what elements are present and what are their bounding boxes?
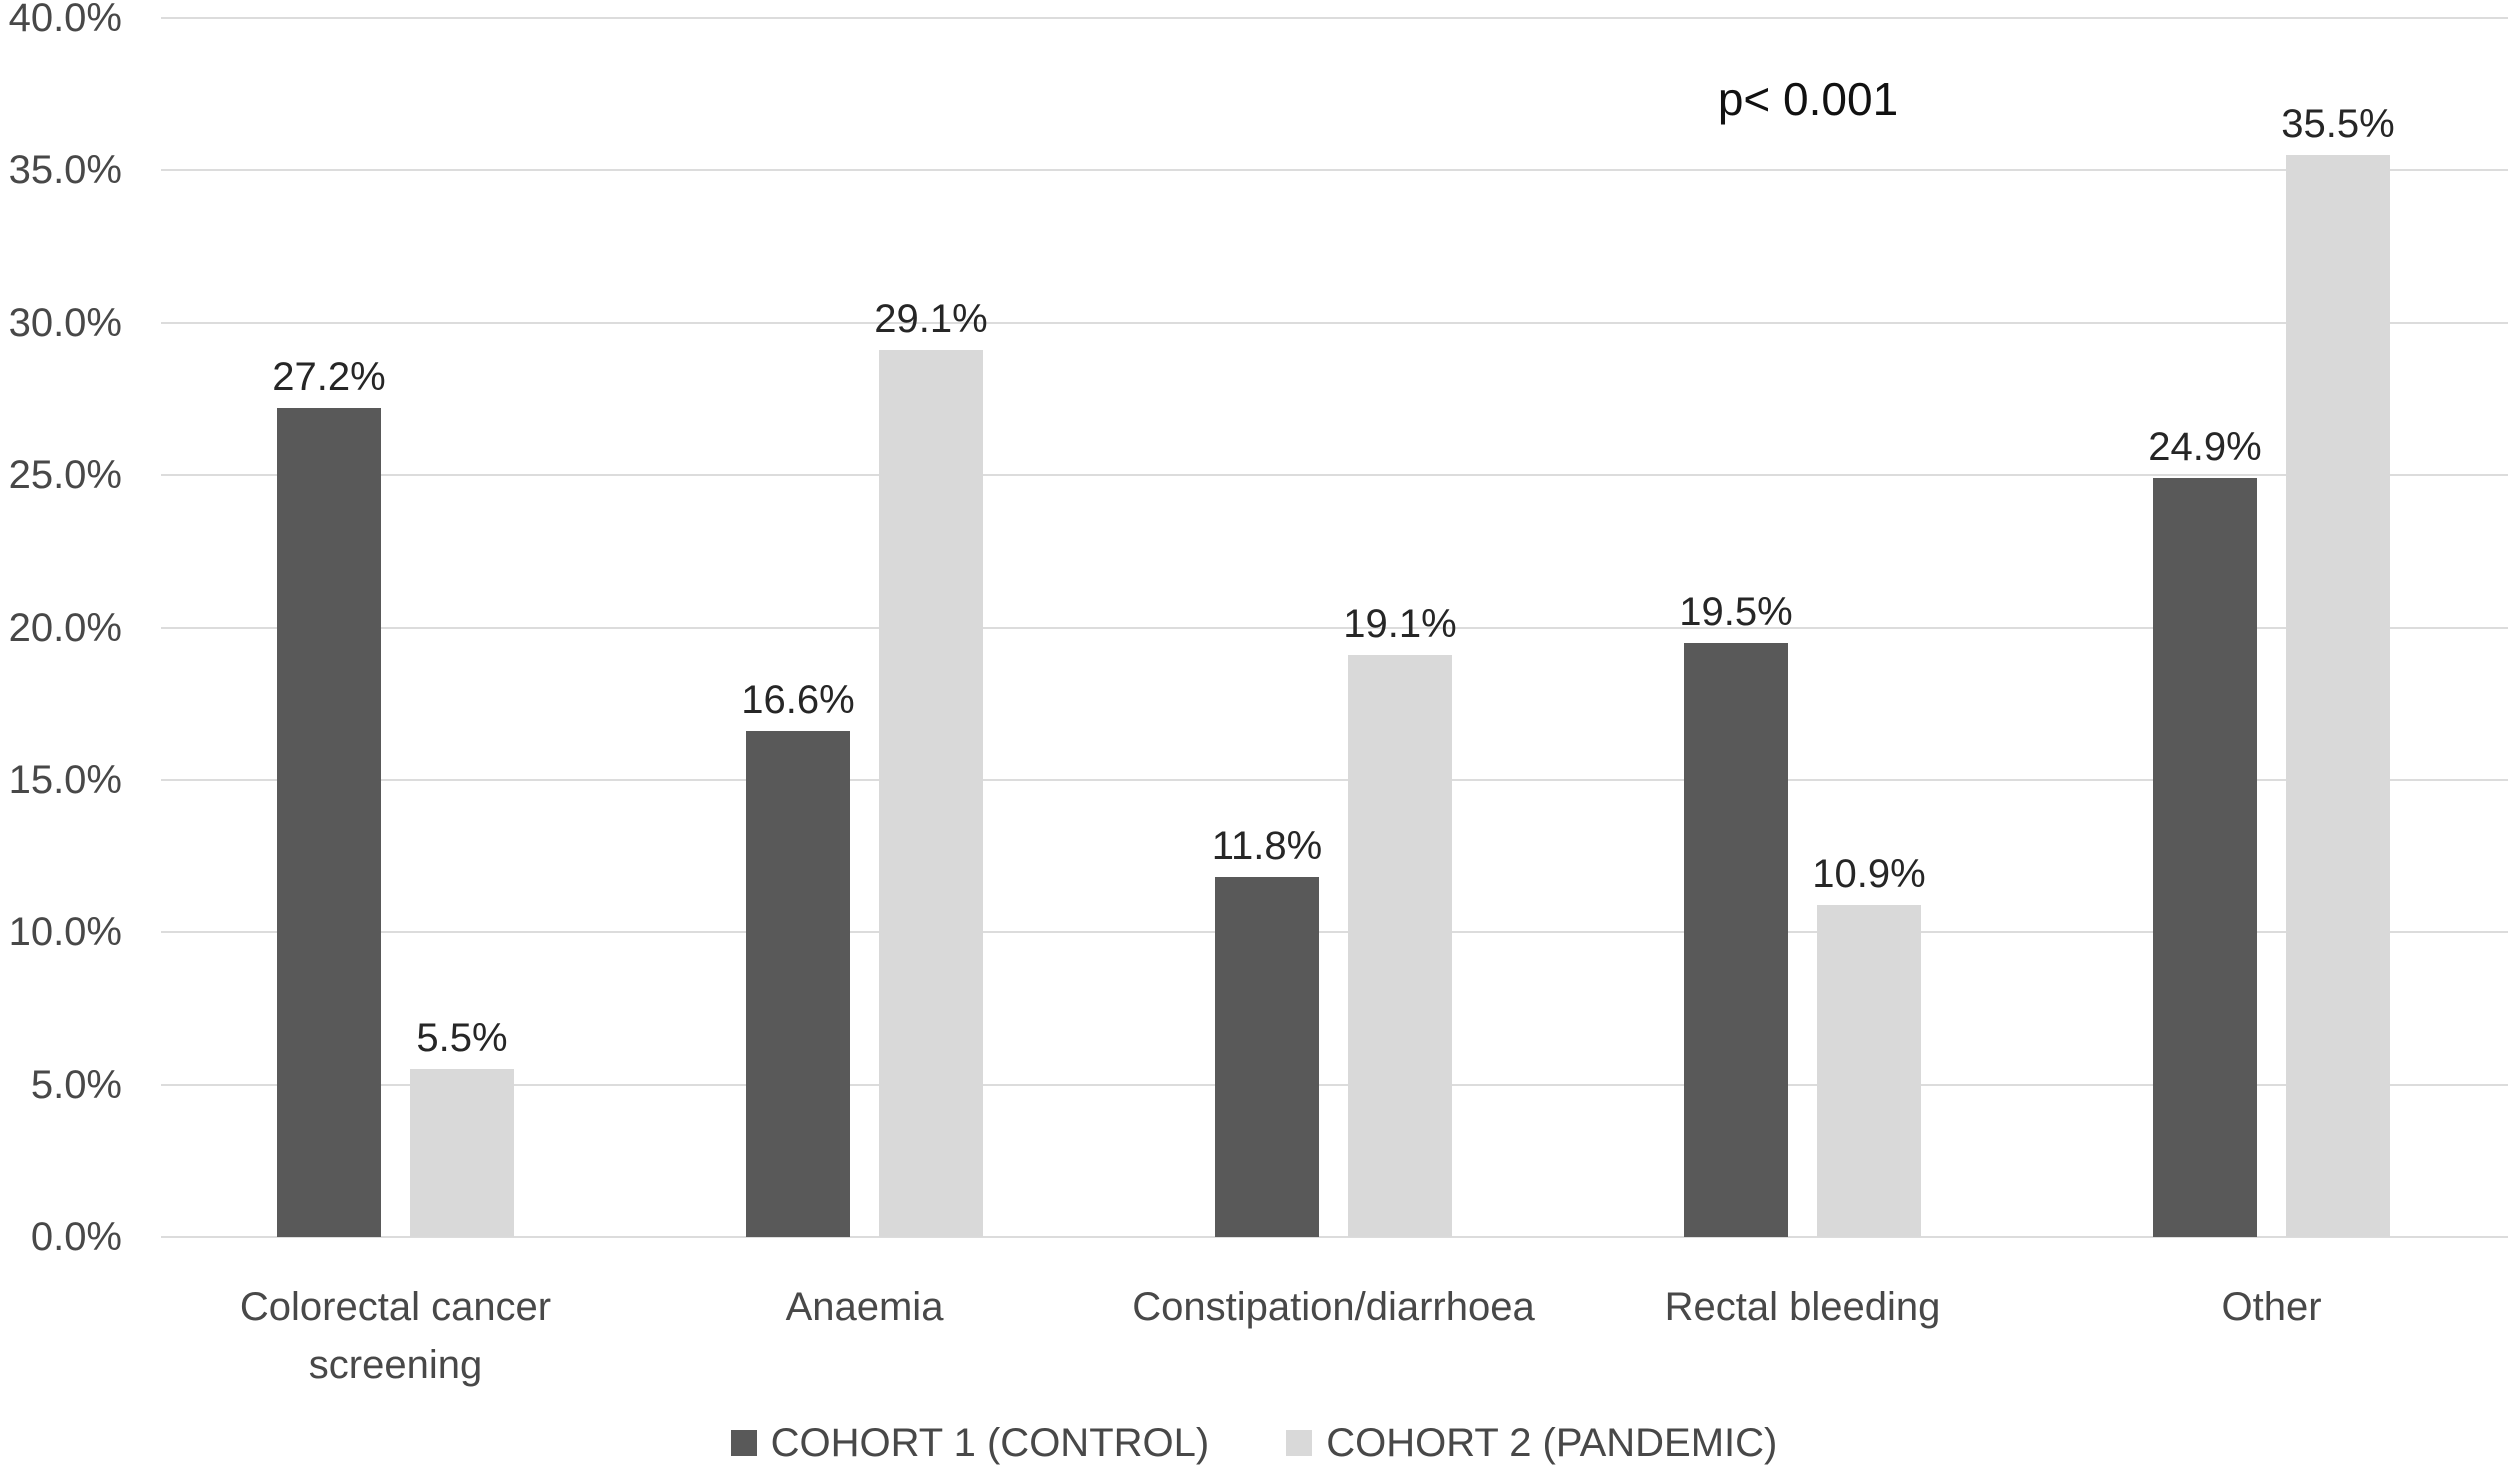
- bar-cohort-2-pandemic-constipation-diarrhoea: [1348, 655, 1452, 1237]
- y-axis-tick-label-25-0: 25.0%: [8, 453, 122, 497]
- bar-cohort-1-control-anaemia: [746, 731, 850, 1237]
- bar-cohort-2-pandemic-rectal-bleeding: [1817, 905, 1921, 1237]
- bar-cohort-2-pandemic-colorectal-cancer-screening: [410, 1069, 514, 1237]
- value-label-cohort-2-pandemic-colorectal-cancer-screening: 5.5%: [416, 1016, 508, 1060]
- y-axis-tick-label-30-0: 30.0%: [8, 301, 122, 345]
- bar-cohort-2-pandemic-anaemia: [879, 350, 983, 1237]
- bar-cohort-1-control-rectal-bleeding: [1684, 643, 1788, 1237]
- y-axis-tick-label-5-0: 5.0%: [30, 1063, 122, 1107]
- y-axis-tick-label-0-0: 0.0%: [30, 1215, 122, 1259]
- bar-cohort-1-control-colorectal-cancer-screening: [277, 408, 381, 1237]
- category-label-anaemia: Anaemia: [785, 1285, 944, 1329]
- value-label-cohort-2-pandemic-anaemia: 29.1%: [874, 297, 988, 341]
- gridline-30-0: [161, 322, 2508, 324]
- category-label-other: Other: [2221, 1285, 2322, 1329]
- gridline-35-0: [161, 169, 2508, 171]
- value-label-cohort-1-control-other: 24.9%: [2148, 425, 2262, 469]
- p-value-annotation: p< 0.001: [1717, 73, 1899, 125]
- y-axis-tick-label-40-0: 40.0%: [8, 0, 122, 40]
- y-axis-tick-label-10-0: 10.0%: [8, 910, 122, 954]
- value-label-cohort-1-control-anaemia: 16.6%: [741, 678, 855, 722]
- gridline-10-0: [161, 931, 2508, 933]
- gridline-25-0: [161, 474, 2508, 476]
- gridline-20-0: [161, 627, 2508, 629]
- y-axis-tick-label-35-0: 35.0%: [8, 148, 122, 192]
- legend-marker-cohort-1-icon: [730, 1430, 757, 1456]
- gridline-0-0: [161, 1236, 2508, 1238]
- y-axis-tick-label-15-0: 15.0%: [8, 758, 122, 802]
- value-label-cohort-2-pandemic-constipation-diarrhoea: 19.1%: [1343, 602, 1457, 646]
- bar-cohort-1-control-constipation-diarrhoea: [1215, 877, 1319, 1237]
- bar-cohort-1-control-other: [2153, 478, 2257, 1237]
- category-label-constipation-diarrhoea: Constipation/diarrhoea: [1132, 1285, 1535, 1329]
- legend-item-cohort-2: COHORT 2 (PANDEMIC): [1286, 1420, 1777, 1466]
- gridline-15-0: [161, 779, 2508, 781]
- legend-marker-cohort-2-icon: [1286, 1430, 1313, 1456]
- legend-label-cohort-2: COHORT 2 (PANDEMIC): [1326, 1421, 1778, 1465]
- category-label-rectal-bleeding: Rectal bleeding: [1664, 1285, 1941, 1329]
- category-label-colorectal-cancer-screening: Colorectal cancer screening: [239, 1285, 552, 1387]
- value-label-cohort-1-control-constipation-diarrhoea: 11.8%: [1211, 824, 1323, 868]
- legend-label-cohort-1: COHORT 1 (CONTROL): [770, 1421, 1210, 1465]
- value-label-cohort-1-control-colorectal-cancer-screening: 27.2%: [272, 355, 386, 399]
- gridline-5-0: [161, 1084, 2508, 1086]
- gridline-40-0: [161, 17, 2508, 19]
- bar-cohort-2-pandemic-other: [2286, 155, 2390, 1237]
- value-label-cohort-2-pandemic-rectal-bleeding: 10.9%: [1812, 852, 1926, 896]
- value-label-cohort-1-control-rectal-bleeding: 19.5%: [1679, 590, 1793, 634]
- value-label-cohort-2-pandemic-other: 35.5%: [2281, 102, 2395, 146]
- legend-item-cohort-1: COHORT 1 (CONTROL): [730, 1420, 1210, 1466]
- y-axis-tick-label-20-0: 20.0%: [8, 606, 122, 650]
- legend: COHORT 1 (CONTROL) COHORT 2 (PANDEMIC): [0, 1420, 2508, 1466]
